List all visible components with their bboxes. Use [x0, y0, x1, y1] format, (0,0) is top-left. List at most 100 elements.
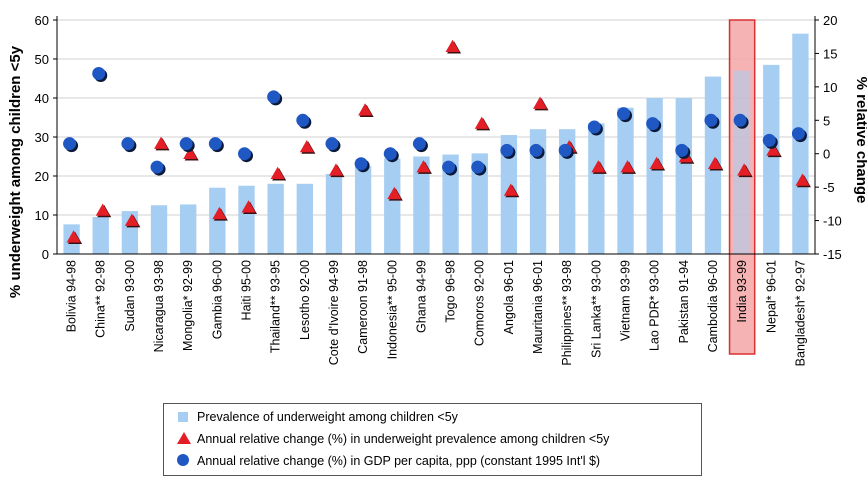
category-label: Vietnam 93-99: [619, 260, 633, 341]
category-label: Mauritania 96-01: [531, 260, 545, 354]
circle-marker: [412, 137, 426, 151]
circle-marker: [442, 160, 456, 174]
bar: [92, 216, 109, 254]
circle-marker: [587, 120, 601, 134]
triangle-marker: [95, 203, 110, 216]
category-label: Haiti 95-00: [240, 260, 254, 320]
category-label: Togo 96-98: [444, 260, 458, 323]
triangle-marker: [124, 213, 139, 226]
bar: [238, 185, 255, 254]
bar: [150, 205, 168, 254]
triangle-marker: [270, 166, 285, 180]
triangle-marker: [241, 200, 256, 213]
circle-marker: [529, 143, 543, 157]
y2-tick-label: -5: [823, 180, 835, 195]
bar: [384, 158, 401, 254]
circle-marker: [92, 66, 106, 80]
category-label: Nepal* 96-01: [764, 260, 778, 333]
triangle-marker: [474, 116, 489, 129]
circle-marker: [238, 147, 251, 161]
triangle-marker: [737, 163, 752, 176]
y-tick-label: 0: [42, 247, 49, 262]
bar: [442, 154, 459, 254]
y2-tick-label: 0: [823, 147, 830, 162]
circle-marker: [704, 113, 718, 127]
bar: [588, 123, 605, 254]
category-label: Lesotho 92-00: [298, 260, 312, 340]
category-label: Comoros 92-00: [473, 260, 487, 346]
y-tick-label: 50: [35, 52, 49, 67]
legend-label: Prevalence of underweight among children…: [197, 410, 458, 424]
y2-tick-label: -10: [823, 214, 842, 229]
category-label: Ghana 94-99: [414, 260, 428, 333]
y2-tick-label: 15: [823, 46, 837, 61]
category-label: Angola 96-01: [502, 260, 516, 334]
y2-tick-label: 5: [823, 113, 830, 128]
circle-marker: [733, 113, 747, 127]
category-label: Indonesia** 95-00: [385, 260, 399, 359]
triangle-marker: [416, 160, 431, 173]
triangle-marker: [212, 206, 227, 220]
bar: [675, 98, 692, 254]
triangle-marker-icon: [176, 431, 192, 447]
axes: 0 10 20 30 40 50 60 -15 -10 -5 0 5 10 15 20 Bolivia 94-…: [35, 13, 842, 366]
y-tick-label: 10: [35, 208, 49, 223]
circle-marker: [762, 133, 776, 147]
triangle-marker: [358, 103, 373, 116]
category-label: Cote d'Ivoire 94-99: [327, 260, 341, 365]
bar: [646, 98, 663, 254]
y2-tick-label: -15: [823, 247, 842, 262]
legend-item-prevalence: Prevalence of underweight among children…: [176, 407, 458, 427]
chart-canvas: 0 10 20 30 40 50 60 -15 -10 -5 0 5 10 15 20 Bolivia 94-…: [7, 13, 867, 366]
circle-marker: [121, 137, 135, 151]
bar: [471, 153, 488, 254]
bar-series: [63, 33, 809, 255]
triangle-marker: [533, 96, 548, 109]
bar: [267, 183, 284, 254]
legend-label: Annual relative change (%) in GDP per ca…: [197, 454, 601, 468]
category-label: Bolivia 94-98: [65, 260, 79, 332]
circle-marker: [558, 143, 572, 157]
y-axis-title: % underweight among children <5y: [7, 45, 24, 298]
bar: [296, 183, 313, 254]
bar: [180, 204, 197, 254]
legend-item-underweight-change: Annual relative change (%) in underweigh…: [176, 429, 609, 449]
category-label: Thailand** 93-95: [269, 260, 283, 353]
circle-marker: [791, 127, 805, 141]
circle-marker: [179, 137, 193, 151]
circle-marker: [208, 137, 222, 151]
category-label: Bangladesh* 92-97: [793, 260, 807, 366]
category-label: Sudan 93-00: [123, 260, 137, 332]
triangle-marker: [707, 156, 722, 169]
triangle-marker: [445, 39, 460, 52]
y2-tick-label: 10: [823, 80, 837, 95]
circle-marker: [471, 160, 485, 174]
y-tick-label: 60: [35, 13, 49, 28]
circle-marker: [325, 137, 339, 151]
category-label: India 93-99: [735, 260, 749, 323]
category-label: Cameroon 91-98: [356, 260, 370, 354]
category-label: Mongolia* 92-99: [181, 260, 195, 351]
circle-marker: [617, 107, 630, 121]
circle-marker: [383, 147, 397, 161]
bar: [529, 129, 547, 254]
y2-tick-label: 20: [823, 13, 837, 28]
category-label: Gambia 96-00: [210, 260, 224, 339]
circle-marker-icon: [176, 453, 192, 469]
category-label: Pakistan 91-94: [677, 260, 691, 343]
legend-label: Annual relative change (%) in underweigh…: [197, 432, 610, 446]
circle-marker: [354, 157, 368, 171]
triangle-marker: [591, 160, 606, 173]
circle-marker: [675, 143, 689, 157]
y-tick-label: 30: [35, 130, 49, 145]
triangle-marker: [387, 186, 402, 200]
bar: [559, 129, 576, 254]
bar: [617, 107, 634, 254]
category-label: Sri Lanka** 93-00: [589, 260, 603, 358]
bar: [325, 174, 343, 254]
category-label: Philippines** 93-98: [560, 260, 574, 366]
circle-marker: [500, 143, 514, 157]
category-label: Cambodia 96-00: [706, 260, 720, 352]
bar: [209, 187, 226, 254]
bar-swatch-icon: [176, 409, 192, 425]
